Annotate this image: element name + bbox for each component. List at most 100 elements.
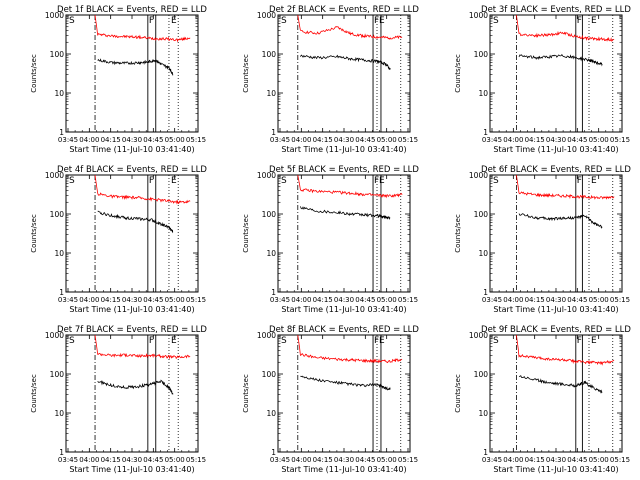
x-tick-label: 03:45 xyxy=(270,456,290,464)
marker-label-f: F xyxy=(577,16,582,26)
y-axis-label: Counts/sec xyxy=(30,214,38,253)
y-tick-label: 1 xyxy=(271,288,276,297)
marker-label-e: E xyxy=(171,176,177,186)
chart-title: Det 4f BLACK = Events, RED = LLD xyxy=(57,165,207,175)
x-tick-label: 04:30 xyxy=(334,136,354,144)
lld-series-line xyxy=(297,14,403,40)
marker-label-f: F xyxy=(149,176,154,186)
y-tick-label: 10 xyxy=(54,409,64,418)
marker-label-e: E xyxy=(591,176,597,186)
y-tick-label: 10 xyxy=(54,89,64,98)
x-tick-label: 03:45 xyxy=(270,296,290,304)
y-tick-label: 1000 xyxy=(45,331,64,340)
chart-panel-1: Det 1f BLACK = Events, RED = LLD Counts/s… xyxy=(30,5,207,154)
marker-label-s: S xyxy=(69,176,75,186)
x-tick-label: 04:00 xyxy=(291,456,311,464)
x-axis-label: Start Time (11-Jul-10 03:41:40) xyxy=(69,465,194,474)
marker-label-f: F xyxy=(577,336,582,346)
chart-title: Det 8f BLACK = Events, RED = LLD xyxy=(269,325,419,335)
x-tick-label: 05:00 xyxy=(589,136,609,144)
events-series-line xyxy=(97,379,174,395)
y-tick-label: 10 xyxy=(478,409,488,418)
y-tick-label: 1 xyxy=(59,448,64,457)
x-axis-label: Start Time (11-Jul-10 03:41:40) xyxy=(69,145,194,154)
x-tick-label: 05:00 xyxy=(377,456,397,464)
x-tick-label: 03:45 xyxy=(482,456,502,464)
x-tick-label: 04:00 xyxy=(79,296,99,304)
events-series-line xyxy=(97,58,174,76)
y-tick-label: 1000 xyxy=(45,11,64,20)
x-tick-label: 04:45 xyxy=(567,456,587,464)
y-axis-label: Counts/sec xyxy=(30,374,38,413)
marker-label-s: S xyxy=(69,336,75,346)
y-tick-label: 1000 xyxy=(469,331,488,340)
x-axis-label: Start Time (11-Jul-10 03:41:40) xyxy=(493,305,618,314)
chart-panel-2: Det 2f BLACK = Events, RED = LLD Counts/s… xyxy=(242,5,419,154)
x-tick-label: 04:45 xyxy=(567,136,587,144)
x-tick-label: 04:30 xyxy=(334,296,354,304)
chart-title: Det 9f BLACK = Events, RED = LLD xyxy=(481,325,631,335)
y-tick-label: 1 xyxy=(271,448,276,457)
y-tick-label: 1 xyxy=(483,448,488,457)
x-tick-label: 05:15 xyxy=(398,296,418,304)
events-series-line xyxy=(97,210,174,234)
x-tick-label: 05:00 xyxy=(165,456,185,464)
y-tick-label: 100 xyxy=(50,210,65,219)
chart-title: Det 3f BLACK = Events, RED = LLD xyxy=(481,5,631,15)
x-tick-label: 04:45 xyxy=(143,296,163,304)
events-series-line xyxy=(300,206,391,220)
x-axis-label: Start Time (11-Jul-10 03:41:40) xyxy=(281,305,406,314)
x-tick-label: 04:00 xyxy=(503,296,523,304)
x-tick-label: 04:15 xyxy=(313,136,333,144)
x-tick-label: 05:15 xyxy=(610,136,630,144)
chart-panel-6: Det 6f BLACK = Events, RED = LLD Counts/s… xyxy=(454,165,631,314)
chart-title: Det 1f BLACK = Events, RED = LLD xyxy=(57,5,207,15)
marker-label-e: E xyxy=(591,16,597,26)
chart-panel-3: Det 3f BLACK = Events, RED = LLD Counts/s… xyxy=(454,5,631,154)
x-tick-label: 04:15 xyxy=(525,296,545,304)
x-tick-label: 04:00 xyxy=(79,136,99,144)
lld-series-line xyxy=(516,174,615,200)
y-tick-label: 100 xyxy=(262,370,277,379)
y-tick-label: 1000 xyxy=(469,171,488,180)
x-tick-label: 05:15 xyxy=(186,136,206,144)
y-tick-label: 100 xyxy=(50,50,65,59)
x-tick-label: 05:15 xyxy=(186,296,206,304)
y-tick-label: 1000 xyxy=(257,331,276,340)
y-tick-label: 100 xyxy=(262,210,277,219)
x-axis-label: Start Time (11-Jul-10 03:41:40) xyxy=(281,465,406,474)
x-tick-label: 04:15 xyxy=(525,136,545,144)
x-tick-label: 04:30 xyxy=(546,136,566,144)
y-axis-label: Counts/sec xyxy=(242,374,250,413)
x-tick-label: 04:15 xyxy=(101,456,121,464)
events-series-line xyxy=(518,213,603,229)
x-tick-label: 04:15 xyxy=(101,136,121,144)
x-tick-label: 04:30 xyxy=(122,456,142,464)
y-tick-label: 10 xyxy=(266,249,276,258)
x-tick-label: 03:45 xyxy=(482,296,502,304)
y-axis-label: Counts/sec xyxy=(454,54,462,93)
x-axis-label: Start Time (11-Jul-10 03:41:40) xyxy=(69,305,194,314)
x-tick-label: 03:45 xyxy=(58,456,78,464)
lld-series-line xyxy=(297,174,403,199)
x-tick-label: 04:15 xyxy=(313,456,333,464)
marker-label-e: E xyxy=(379,16,385,26)
x-tick-label: 03:45 xyxy=(58,296,78,304)
marker-label-s: S xyxy=(493,176,499,186)
marker-label-s: S xyxy=(281,176,287,186)
chart-panel-9: Det 9f BLACK = Events, RED = LLD Counts/s… xyxy=(454,325,631,474)
x-tick-label: 04:00 xyxy=(291,136,311,144)
x-tick-label: 05:00 xyxy=(377,136,397,144)
y-tick-label: 100 xyxy=(474,50,489,59)
y-tick-label: 1 xyxy=(483,288,488,297)
x-tick-label: 05:00 xyxy=(165,136,185,144)
y-tick-label: 1 xyxy=(59,288,64,297)
lld-series-line xyxy=(94,14,191,43)
events-series-line xyxy=(300,375,391,391)
y-tick-label: 1000 xyxy=(257,11,276,20)
x-tick-label: 05:15 xyxy=(610,456,630,464)
y-tick-label: 10 xyxy=(478,89,488,98)
x-tick-label: 04:30 xyxy=(122,296,142,304)
x-tick-label: 04:00 xyxy=(503,136,523,144)
